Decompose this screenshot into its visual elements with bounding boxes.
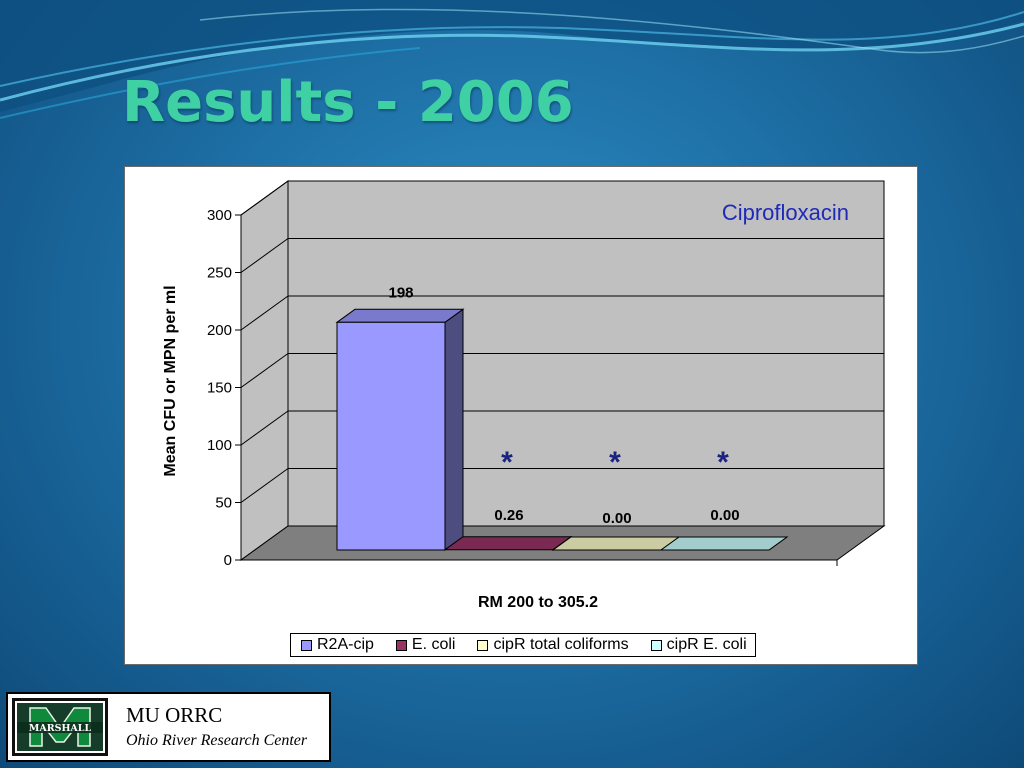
bar-chart: 0 50 100 150 200 250 300 198 0.26 * 0.00 * 0.00 * Cipr… [162,180,886,611]
bar-1 [335,308,465,551]
gridline [240,410,289,446]
legend-label: cipR E. coli [666,636,747,653]
org-name: MU ORRC [126,703,223,727]
bar-top [335,308,465,323]
bar-top [551,536,681,551]
chart-panel: 0 50 100 150 200 250 300 198 0.26 * 0.00 * 0.00 * Cipr… [124,166,918,665]
data-label: 198 [388,284,413,301]
y-tick-label: 150 [207,380,232,397]
legend-item: cipR total coliforms [477,636,629,654]
legend-swatch [650,639,662,651]
y-tick-label: 50 [215,495,232,512]
chart-legend: R2A-cip E. coli cipR total coliforms cipR E… [290,633,756,657]
bar-side [444,308,464,551]
significance-marker: * [501,446,513,479]
legend-label: R2A-cip [317,636,374,653]
gridline [240,238,289,273]
legend-label: cipR total coliforms [493,636,629,653]
org-full-name: Ohio River Research Center [126,732,308,749]
legend-swatch [477,639,489,651]
bar-3 [551,536,681,551]
y-tick-label: 0 [224,552,232,569]
bar-4 [659,536,789,551]
gridline [240,295,289,331]
marshall-logo: MARSHALL [12,698,108,756]
logo-wordmark: MARSHALL [29,723,92,734]
legend-swatch [301,639,312,651]
gridline [240,353,289,388]
x-axis-title: RM 200 to 305.2 [478,594,598,611]
legend-label: E. coli [411,636,456,653]
slide-title: Results - 2006 [122,70,574,135]
legend-item: R2A-cip [301,636,374,654]
y-tick-label: 100 [207,437,232,454]
gridline [240,468,289,503]
significance-marker: * [609,446,621,479]
data-label: 0.00 [602,510,631,527]
y-tick-label: 300 [207,207,232,224]
bar-2 [443,535,573,551]
y-tick-label: 200 [207,322,232,339]
bar-front [336,321,446,551]
gridline [240,180,289,216]
bar-top [659,536,789,551]
significance-marker: * [717,446,729,479]
y-axis-title: Mean CFU or MPN per ml [162,285,179,476]
legend-swatch [395,639,407,651]
wave-decoration [0,0,1024,119]
footer-logo-box: MARSHALL MU ORRC Ohio River Research Cen… [6,692,331,762]
legend-item: cipR E. coli [650,636,747,654]
data-label: 0.00 [710,507,739,524]
chart-annotation: Ciprofloxacin [722,200,849,225]
bar-top [443,536,573,551]
data-label: 0.26 [494,507,523,524]
legend-item: E. coli [395,636,456,654]
y-tick-label: 250 [207,265,232,282]
